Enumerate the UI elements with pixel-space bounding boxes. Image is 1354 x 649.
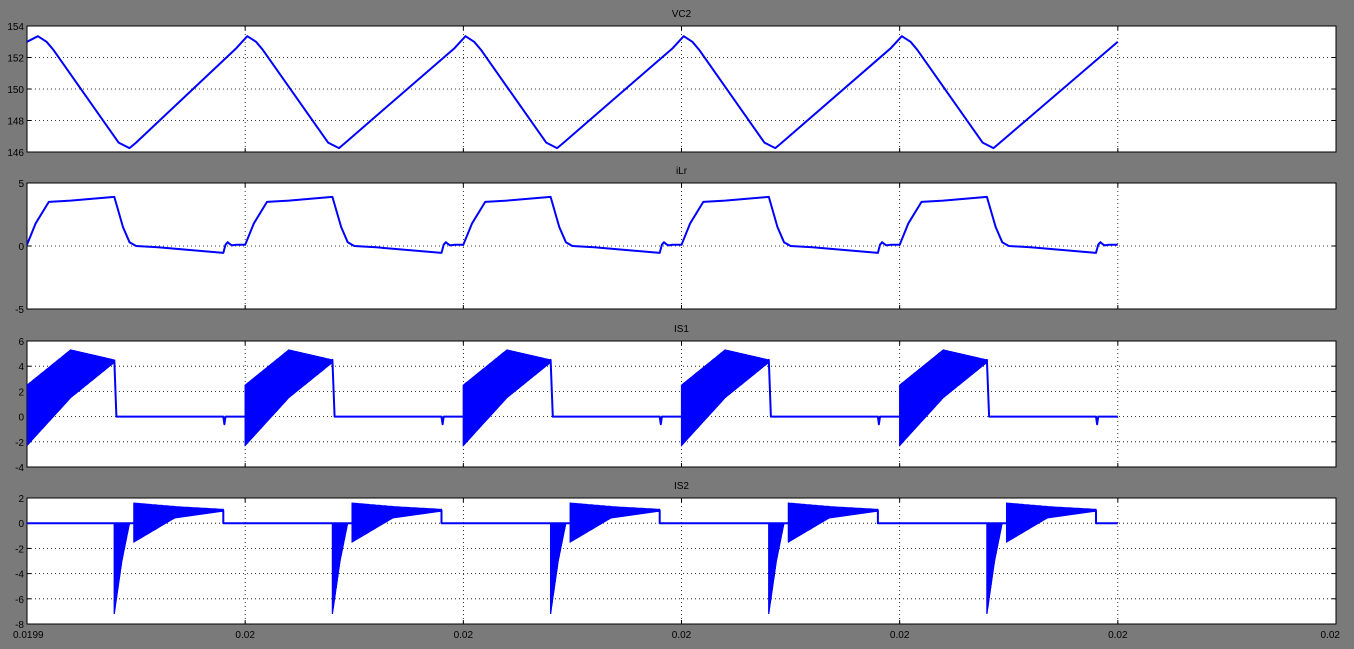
y-tick-label: -4 (15, 570, 24, 581)
y-tick-label: 2 (18, 387, 24, 398)
x-tick-label: 0.02 (1321, 630, 1341, 641)
x-tick-label: 0.0199 (13, 630, 44, 641)
y-tick-label: 4 (18, 362, 24, 373)
y-tick-label: -2 (15, 438, 24, 449)
x-tick-label: 0.02 (454, 630, 474, 641)
panel-title: IS1 (674, 324, 689, 335)
panel-title: IS2 (674, 481, 689, 492)
y-tick-label: 0 (18, 519, 24, 530)
trace-group (27, 502, 1118, 614)
series-line (27, 195, 1118, 254)
y-tick-label: 6 (18, 337, 24, 348)
y-tick-label: 0 (18, 242, 24, 253)
y-tick-label: 154 (7, 22, 24, 33)
x-tick-label: 0.02 (1108, 630, 1128, 641)
panel-is1: IS1 -4 -2 0 2 4 6 (15, 324, 1337, 474)
y-tick-label: 0 (18, 413, 24, 424)
panel-title: iLr (676, 166, 688, 177)
trace-group (27, 35, 1119, 150)
y-tick-label: 146 (7, 148, 24, 159)
panel-vc2: VC2 146 148 150 152 154 (7, 9, 1337, 159)
series-line (27, 509, 1118, 525)
x-tick-label: 0.02 (672, 630, 692, 641)
x-tick-label: 0.02 (890, 630, 910, 641)
y-tick-label: 5 (18, 179, 24, 190)
y-tick-label: 152 (7, 54, 24, 65)
y-tick-label: -8 (15, 620, 24, 631)
y-tick-label: 2 (18, 494, 24, 505)
panel-is2: IS2 -8 -6 -4 -2 0 2 0.0199 0.02 0.02 0.02 0.02 0.02 0… (13, 481, 1340, 641)
trace-group (27, 195, 1118, 254)
y-tick-label: -5 (15, 305, 24, 316)
trace-group (27, 349, 1118, 447)
panel-ilr: iLr -5 0 5 (15, 166, 1337, 316)
series-line (27, 35, 1119, 150)
y-tick-label: -4 (15, 463, 24, 474)
x-tick-label: 0.02 (235, 630, 255, 641)
y-tick-label: 150 (7, 85, 24, 96)
y-tick-label: -6 (15, 595, 24, 606)
y-tick-label: 148 (7, 117, 24, 128)
y-tick-label: -2 (15, 544, 24, 555)
panel-title: VC2 (672, 9, 692, 20)
series-line (113, 358, 1118, 426)
